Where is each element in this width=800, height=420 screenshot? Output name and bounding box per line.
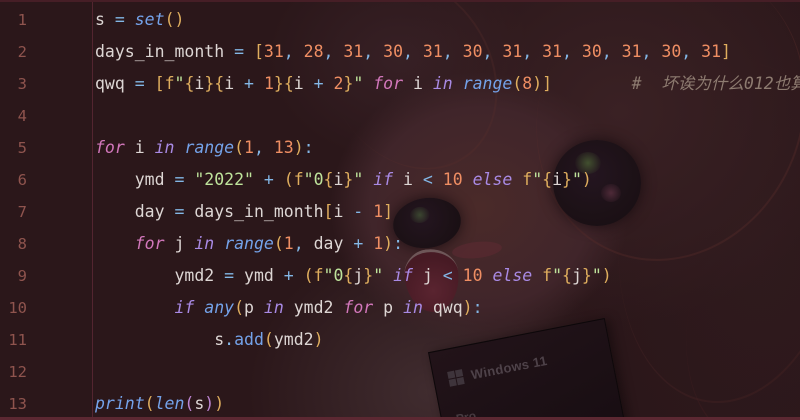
editor-line[interactable]: 9 ymd2 = ymd + (f"0{j}" if j < 10 else f… [0, 260, 800, 292]
code-content[interactable]: print(len(s)) [95, 394, 225, 413]
editor-line[interactable]: 6 ymd = "2022" + (f"0{i}" if i < 10 else… [0, 164, 800, 196]
editor-line[interactable]: 12 [0, 356, 800, 388]
editor-line[interactable]: 5 for i in range(1, 13): [0, 132, 800, 164]
editor-line[interactable]: 3 qwq = [f"{i}{i + 1}{i + 2}" for i in ra… [0, 68, 800, 100]
line-number: 11 [8, 331, 27, 349]
code-content[interactable]: for i in range(1, 13): [95, 138, 314, 157]
line-number: 12 [8, 363, 27, 381]
line-number: 8 [17, 235, 27, 253]
editor-line[interactable]: 11 s.add(ymd2) [0, 324, 800, 356]
code-content[interactable]: ymd = "2022" + (f"0{i}" if i < 10 else f… [95, 170, 592, 189]
editor-line[interactable]: 1 s = set() [0, 4, 800, 36]
line-number: 2 [17, 43, 27, 61]
character-right-eye [553, 140, 641, 226]
line-number: 9 [17, 267, 27, 285]
code-content[interactable]: for j in range(1, day + 1): [134, 234, 404, 253]
eye-glint [601, 184, 621, 202]
editor-line[interactable]: 7 day = days_in_month[i - 1] [0, 196, 800, 228]
line-number: 7 [17, 203, 27, 221]
code-content[interactable]: days_in_month = [31, 28, 31, 30, 31, 30,… [95, 42, 731, 61]
line-number: 13 [8, 395, 27, 413]
code-content[interactable]: if any(p in ymd2 for p in qwq): [174, 298, 483, 317]
editor-line[interactable]: 10 if any(p in ymd2 for p in qwq): [0, 292, 800, 324]
editor-line[interactable]: 13 print(len(s)) [0, 388, 800, 417]
line-number: 3 [17, 75, 27, 93]
code-content[interactable]: day = days_in_month[i - 1] [95, 202, 394, 221]
editor-line[interactable]: 4 [0, 100, 800, 132]
line-number: 10 [8, 299, 27, 317]
eye-glint [575, 152, 601, 174]
gutter-divider [92, 2, 93, 417]
line-number: 5 [17, 139, 27, 157]
line-number: 1 [17, 11, 27, 29]
editor-line[interactable]: 2 days_in_month = [31, 28, 31, 30, 31, 30… [0, 36, 800, 68]
code-content[interactable]: s = set() [95, 10, 185, 29]
code-content[interactable]: qwq = [f"{i}{i + 1}{i + 2}" for i in ran… [95, 74, 800, 93]
editor-line[interactable]: 8 for j in range(1, day + 1): [0, 228, 800, 260]
code-content[interactable]: ymd2 = ymd + (f"0{j}" if j < 10 else f"{… [95, 266, 612, 285]
line-number: 6 [17, 171, 27, 189]
code-content[interactable]: s.add(ymd2) [95, 330, 324, 349]
line-number: 4 [17, 107, 27, 125]
